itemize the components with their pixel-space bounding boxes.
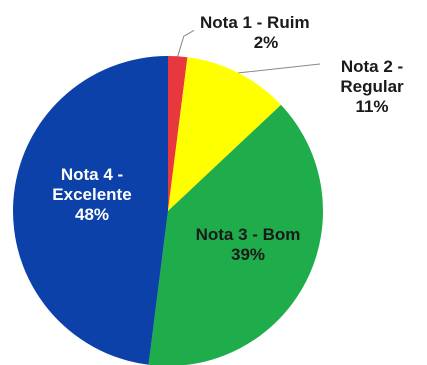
slice-percent-nota-3-bom: 39% (231, 245, 265, 264)
pie-slice-nota-4-excelente (12, 55, 169, 365)
slice-label-nota-4-excelente: Nota 4 -Excelente 48% (52, 165, 131, 224)
leader-line-nota-1-ruim (177, 29, 195, 57)
slice-name-nota-2-regular: Regular (340, 77, 404, 96)
pie-slices (12, 55, 323, 365)
slice-percent-nota-4-excelente: 48% (75, 205, 109, 224)
pie-labels: Nota 1 - Ruim 2% Nota 2 -Regular 11% Nota 3 … (52, 13, 404, 264)
slice-label-nota-1-ruim: Nota 1 - Ruim 2% (200, 13, 310, 52)
slice-name-nota-1-ruim: Nota 1 - Ruim (200, 13, 310, 32)
slice-name-nota-4-excelente: Excelente (52, 185, 131, 204)
leader-line-nota-2-regular (238, 63, 321, 74)
pie-slice-nota-3-bom (148, 104, 323, 365)
slice-percent-nota-1-ruim: 2% (254, 33, 279, 52)
slice-label-nota-3-bom: Nota 3 - Bom 39% (196, 225, 301, 264)
slice-name-nota-2-regular: Nota 2 - (341, 57, 403, 76)
slice-name-nota-4-excelente: Nota 4 - (61, 165, 123, 184)
pie-slice-nota-1-ruim (168, 56, 188, 211)
slice-percent-nota-2-regular: 11% (355, 97, 388, 116)
slice-label-nota-2-regular: Nota 2 -Regular 11% (340, 57, 404, 116)
slice-name-nota-3-bom: Nota 3 - Bom (196, 225, 301, 244)
pie-slice-nota-2-regular (168, 57, 281, 211)
